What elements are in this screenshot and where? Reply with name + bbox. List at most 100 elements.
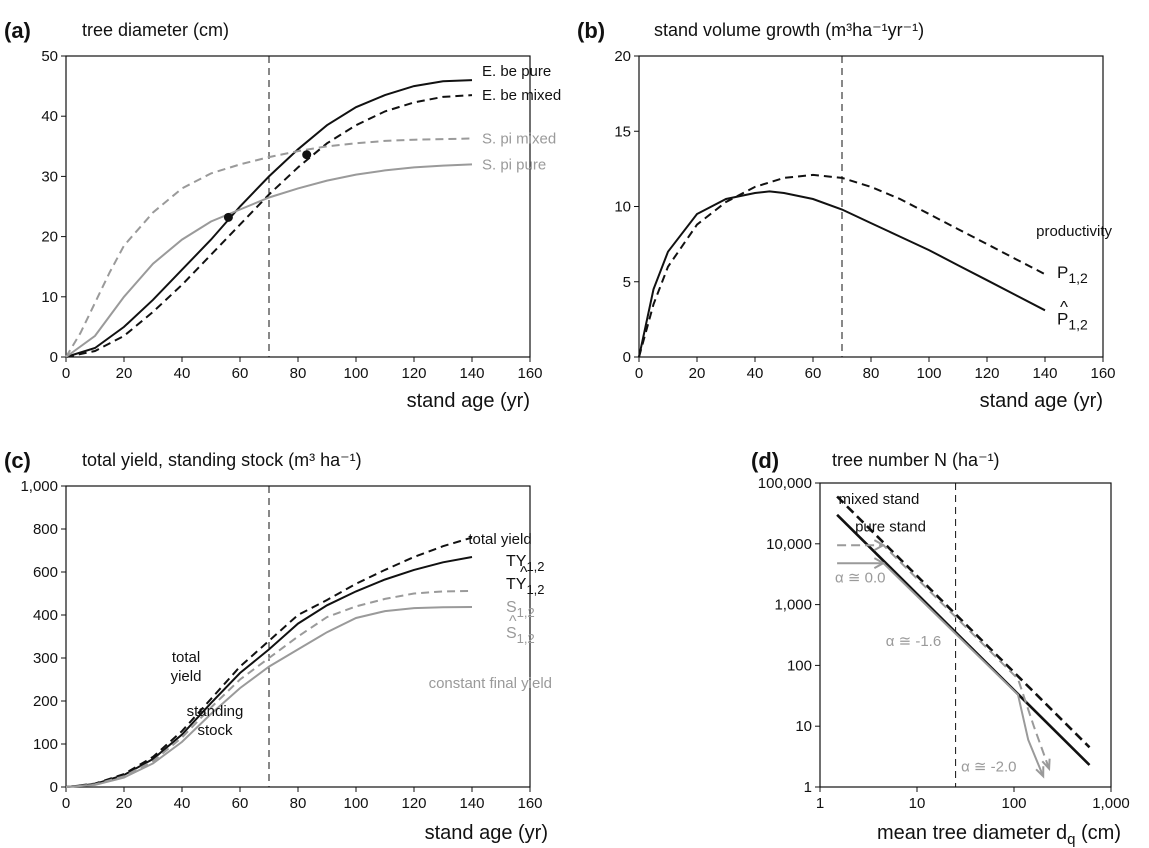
plot-frame xyxy=(65,55,531,358)
panel-label: (a) xyxy=(4,18,31,43)
x-tick-label: 1 xyxy=(816,795,824,812)
panel-b: 0 20 40 60 80 100 120 140 160 0 5 10 15 20 stand age (… xyxy=(577,18,1116,412)
y-tick-label: 10 xyxy=(795,718,812,735)
total-label: total xyxy=(172,649,200,666)
mixed-stand-label: mixed stand xyxy=(838,491,919,508)
series-label-1: E. be mixed xyxy=(482,87,561,104)
series-line-0 xyxy=(65,79,473,358)
stock-label: stock xyxy=(197,722,233,739)
x-tick-label: 140 xyxy=(459,795,484,812)
series-line-3 xyxy=(65,163,473,358)
x-axis-label: stand age (yr) xyxy=(980,390,1103,412)
y-tick-label: 10 xyxy=(41,289,58,306)
series-line-1 xyxy=(65,94,473,358)
x-tick-label: 60 xyxy=(232,365,249,382)
x-tick-label: 20 xyxy=(116,795,133,812)
y-tick-label: 0 xyxy=(50,779,58,796)
panel-label: (b) xyxy=(577,18,605,43)
panel-label: (d) xyxy=(751,448,779,473)
arrowhead-2 xyxy=(1041,758,1051,772)
slope-label-0: α ≅ 0.0 xyxy=(835,570,885,587)
plot-frame xyxy=(65,485,531,788)
series-label-3-hat: ^ xyxy=(509,613,517,630)
y-tick-label: 40 xyxy=(41,108,58,125)
intersection-marker-1 xyxy=(302,150,312,160)
x-tick-label: 140 xyxy=(1032,365,1057,382)
series-label-1-hat: ^ xyxy=(1060,297,1068,316)
y-tick-label: 10,000 xyxy=(766,536,812,553)
chart-title: total yield, standing stock (m³ ha⁻¹) xyxy=(82,450,362,470)
series-line-3 xyxy=(837,562,1045,777)
panel-c: 0 20 40 60 80 100 120 140 160 0 100 200 300 400 600 800… xyxy=(4,448,552,844)
x-tick-label: 10 xyxy=(909,795,926,812)
y-tick-label: 1,000 xyxy=(20,478,58,495)
x-tick-label: 120 xyxy=(401,365,426,382)
x-tick-label: 160 xyxy=(517,795,542,812)
y-tick-label: 20 xyxy=(41,229,58,246)
y-tick-label: 15 xyxy=(614,123,631,140)
y-tick-label: 200 xyxy=(33,693,58,710)
series-line-1 xyxy=(65,556,473,788)
x-tick-label: 160 xyxy=(517,365,542,382)
x-tick-label: 100 xyxy=(343,365,368,382)
y-tick-label: 800 xyxy=(33,521,58,538)
total-yield-label: total yield xyxy=(468,531,531,548)
constant-final-yield-label: constant final yield xyxy=(429,675,552,692)
x-tick-label: 100 xyxy=(1001,795,1026,812)
series-line-0 xyxy=(65,536,473,788)
x-tick-label: 80 xyxy=(290,365,307,382)
x-axis-label: mean tree diameter dq (cm) xyxy=(877,822,1121,848)
plot-frame xyxy=(638,55,1104,358)
y-tick-label: 20 xyxy=(614,48,631,65)
x-tick-label: 80 xyxy=(290,795,307,812)
panel-d: 1 10 100 1,000 1 10 100 1,000 10,000 100,000 mixed… xyxy=(751,448,1130,848)
x-tick-label: 0 xyxy=(62,365,70,382)
x-tick-label: 100 xyxy=(343,795,368,812)
y-tick-label: 300 xyxy=(33,650,58,667)
x-tick-label: 80 xyxy=(863,365,880,382)
x-tick-label: 40 xyxy=(174,365,191,382)
pure-stand-label: pure stand xyxy=(855,518,926,535)
x-tick-label: 100 xyxy=(916,365,941,382)
series-label-0: TY1,2 xyxy=(506,553,545,574)
x-tick-label: 0 xyxy=(62,795,70,812)
series-line-1 xyxy=(638,190,1046,358)
chart-title: tree diameter (cm) xyxy=(82,20,229,40)
y-tick-label: 1,000 xyxy=(774,597,812,614)
x-tick-label: 1,000 xyxy=(1092,795,1130,812)
arrowhead-3 xyxy=(1035,766,1045,779)
y-tick-label: 0 xyxy=(50,349,58,366)
panel-a: 0 20 40 60 80 100 120 140 160 0 10 20 30 40 50 stand ag… xyxy=(4,18,561,412)
y-tick-label: 50 xyxy=(41,48,58,65)
chart-title: stand volume growth (m³ha⁻¹yr⁻¹) xyxy=(654,20,924,40)
series-label-2: S. pi mixed xyxy=(482,130,556,147)
yield-label: yield xyxy=(171,668,202,685)
x-axis-label: stand age (yr) xyxy=(425,822,548,844)
series-line-0 xyxy=(836,495,1091,749)
series-label-1: TY1,2 xyxy=(506,576,545,597)
series-label-1-hat: ^ xyxy=(520,564,528,581)
series-line-2 xyxy=(65,137,473,358)
y-tick-label: 30 xyxy=(41,168,58,185)
series-label-0: E. be pure xyxy=(482,63,551,80)
series-label-3: S. pi pure xyxy=(482,156,546,173)
standing-label: standing xyxy=(187,703,244,720)
x-tick-label: 40 xyxy=(174,795,191,812)
series-line-0 xyxy=(638,173,1046,358)
y-tick-label: 1 xyxy=(804,779,812,796)
y-tick-label: 100,000 xyxy=(758,475,812,492)
y-tick-label: 0 xyxy=(623,349,631,366)
x-tick-label: 20 xyxy=(689,365,706,382)
y-tick-label: 400 xyxy=(33,607,58,624)
productivity-label: productivity xyxy=(1036,223,1112,240)
x-tick-label: 120 xyxy=(974,365,999,382)
x-tick-label: 140 xyxy=(459,365,484,382)
series-line-2 xyxy=(837,544,1051,770)
y-tick-label: 600 xyxy=(33,564,58,581)
series-line-3 xyxy=(65,606,473,788)
series-label-0: P1,2 xyxy=(1057,263,1088,286)
series-line-2 xyxy=(65,589,473,788)
y-tick-label: 10 xyxy=(614,199,631,216)
y-tick-label: 100 xyxy=(33,736,58,753)
